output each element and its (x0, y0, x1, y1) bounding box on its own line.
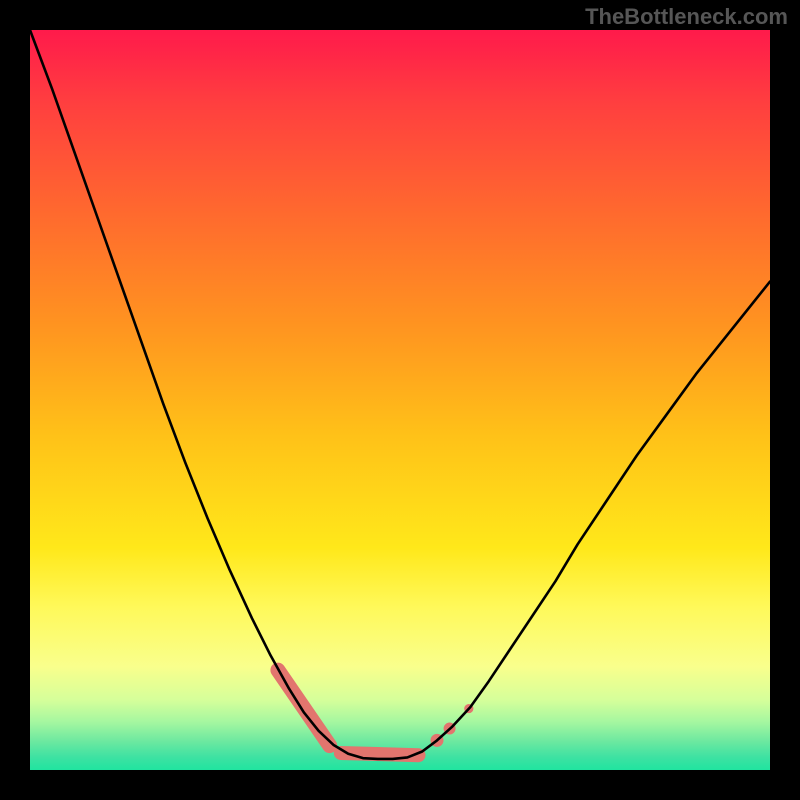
plot-background (30, 30, 770, 770)
bottleneck-curve-chart (0, 0, 800, 800)
chart-frame: TheBottleneck.com (0, 0, 800, 800)
watermark-text: TheBottleneck.com (585, 4, 788, 30)
